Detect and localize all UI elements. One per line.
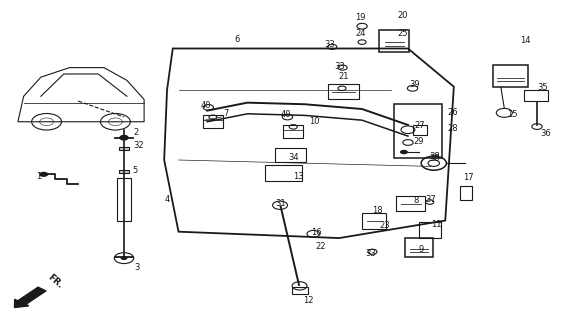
Text: 14: 14 [520, 36, 530, 45]
Text: 25: 25 [398, 29, 408, 38]
Circle shape [39, 172, 48, 177]
Text: 1: 1 [36, 172, 41, 181]
Text: 18: 18 [373, 206, 383, 215]
Text: 39: 39 [409, 80, 420, 89]
Bar [292, 287, 308, 294]
Text: 21: 21 [338, 72, 348, 81]
Text: 4: 4 [164, 195, 170, 204]
Bar [283, 125, 303, 138]
Text: 24: 24 [355, 29, 366, 38]
Text: 13: 13 [293, 172, 304, 181]
Text: 33: 33 [365, 249, 375, 258]
Text: 34: 34 [289, 153, 299, 162]
Bar [412, 125, 427, 134]
Text: 17: 17 [463, 173, 474, 182]
Text: 29: 29 [413, 137, 424, 146]
Text: 6: 6 [235, 35, 240, 44]
Text: 38: 38 [430, 152, 440, 161]
Text: 7: 7 [223, 109, 229, 118]
Circle shape [121, 256, 128, 260]
Bar [397, 196, 425, 211]
Text: 19: 19 [355, 13, 366, 22]
Text: 35: 35 [537, 83, 547, 92]
Text: 28: 28 [447, 124, 458, 133]
Text: 33: 33 [335, 61, 345, 70]
Text: 22: 22 [315, 242, 325, 251]
Text: 31: 31 [275, 199, 286, 208]
Text: 40: 40 [200, 101, 211, 110]
Text: 15: 15 [507, 110, 517, 119]
Bar [264, 165, 302, 181]
Text: 3: 3 [135, 263, 140, 272]
Text: 12: 12 [304, 296, 314, 305]
Text: 11: 11 [431, 220, 442, 229]
Text: 8: 8 [413, 196, 419, 205]
Text: 37: 37 [425, 195, 436, 204]
Circle shape [120, 135, 128, 140]
Bar [119, 147, 129, 150]
Text: 26: 26 [447, 108, 458, 117]
Text: 23: 23 [380, 221, 390, 230]
Bar [380, 30, 409, 52]
Text: 27: 27 [415, 121, 426, 130]
Text: 2: 2 [134, 128, 139, 137]
Bar [275, 148, 306, 162]
Bar [459, 187, 472, 200]
FancyArrow shape [14, 287, 46, 308]
Bar [117, 178, 131, 220]
Text: FR.: FR. [45, 273, 64, 290]
Bar [493, 65, 528, 87]
Text: 10: 10 [309, 116, 320, 126]
Text: 20: 20 [398, 11, 408, 20]
Text: 30: 30 [430, 154, 440, 163]
Bar [419, 222, 441, 238]
Bar [405, 238, 432, 257]
Text: 33: 33 [325, 40, 336, 49]
Text: 40: 40 [281, 110, 291, 119]
Text: 5: 5 [133, 166, 138, 175]
Text: 16: 16 [312, 228, 322, 237]
Bar [394, 104, 442, 158]
Text: 32: 32 [134, 141, 144, 150]
Bar [203, 116, 223, 128]
Bar [120, 170, 129, 173]
Circle shape [400, 150, 408, 154]
Bar [524, 90, 548, 101]
Bar [328, 84, 359, 100]
Text: 36: 36 [540, 129, 551, 138]
Text: 9: 9 [418, 245, 424, 254]
Bar [362, 213, 386, 228]
